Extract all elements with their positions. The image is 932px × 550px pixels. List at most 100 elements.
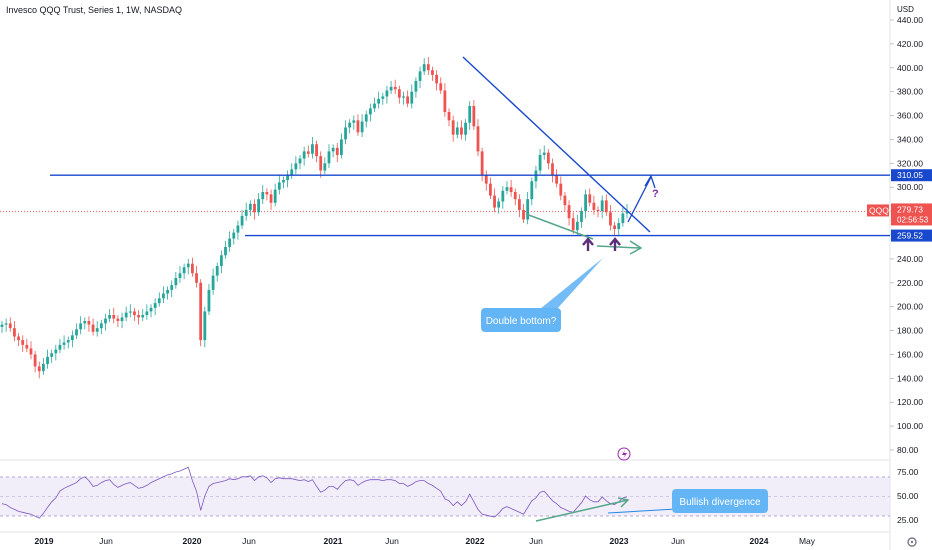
candle-body xyxy=(207,289,211,312)
candle-body xyxy=(472,106,476,127)
price-tick-label: 300.00 xyxy=(897,182,923,192)
candle-body xyxy=(145,311,149,316)
time-tick-label: 2021 xyxy=(324,536,343,546)
candle-body xyxy=(509,187,513,192)
price-tick-label: 440.00 xyxy=(897,15,923,25)
price-tick-label: 160.00 xyxy=(897,349,923,359)
breakout-arrow[interactable] xyxy=(627,176,652,223)
candle-body xyxy=(162,293,165,299)
candle-body xyxy=(87,321,91,325)
candle-body xyxy=(373,103,376,109)
price-tick-label: 400.00 xyxy=(897,63,923,73)
currency-label: USD xyxy=(897,5,914,14)
question-mark: ? xyxy=(652,188,659,200)
candle-body xyxy=(617,223,621,230)
candle-body xyxy=(389,86,393,91)
candle-body xyxy=(609,212,612,226)
candle-body xyxy=(484,175,488,184)
candle-body xyxy=(294,163,298,170)
price-tick-label: 240.00 xyxy=(897,254,923,264)
candle-body xyxy=(37,366,41,372)
candle-body xyxy=(13,328,16,337)
price-tick-label: 380.00 xyxy=(897,87,923,97)
gear-icon[interactable] xyxy=(907,537,917,547)
current-price-label xyxy=(891,203,932,226)
callout-pointer xyxy=(540,258,603,310)
time-tick-label: Jun xyxy=(385,536,399,546)
price-low-trend-arrow[interactable] xyxy=(525,213,594,240)
candle-body xyxy=(211,275,215,290)
candle-body xyxy=(439,83,443,91)
candle-body xyxy=(513,192,517,200)
price-tick-label: 200.00 xyxy=(897,302,923,312)
candle-body xyxy=(480,151,484,176)
chart-title: Invesco QQQ Trust, Series 1, 1W, NASDAQ xyxy=(6,5,183,15)
candle-body xyxy=(257,199,261,213)
candle-body xyxy=(108,315,112,319)
time-tick-label: Jun xyxy=(242,536,256,546)
price-tick-label: 420.00 xyxy=(897,39,923,49)
time-tick-label: 2019 xyxy=(35,536,54,546)
price-label-259 xyxy=(891,229,932,242)
candle-body xyxy=(236,225,240,233)
candle-body xyxy=(66,340,70,343)
candle-body xyxy=(567,205,571,219)
candle-body xyxy=(157,298,161,304)
candle-body xyxy=(261,192,265,200)
time-tick-label: 2020 xyxy=(183,536,202,546)
candle-body xyxy=(546,152,550,164)
descending-trendline[interactable] xyxy=(462,56,651,233)
candle-body xyxy=(228,238,232,247)
price-label-310 xyxy=(891,169,932,182)
breakout-arrowhead xyxy=(644,174,656,189)
candle-body xyxy=(265,192,269,195)
candle-body xyxy=(625,211,629,214)
candle-body xyxy=(70,335,74,341)
candle-body xyxy=(83,321,87,324)
candle-body xyxy=(58,344,62,350)
double-bottom-callout[interactable] xyxy=(481,308,561,332)
candle-body xyxy=(33,354,37,367)
candle-body xyxy=(17,336,20,341)
candle-body xyxy=(302,151,306,159)
time-tick-label: Jun xyxy=(99,536,113,546)
candle-body xyxy=(182,267,186,274)
rsi-divergence-arrow[interactable] xyxy=(535,499,629,522)
candle-body xyxy=(8,323,12,329)
candle-body xyxy=(54,349,58,354)
candle-body xyxy=(621,213,625,224)
symbol-badge xyxy=(867,204,889,217)
candle-body xyxy=(174,278,178,286)
lightning-glyph xyxy=(622,450,627,459)
price-tick-label: 360.00 xyxy=(897,111,923,121)
candle-body xyxy=(497,201,501,208)
candle-body xyxy=(443,90,447,112)
candle-body xyxy=(273,189,277,203)
candle-body xyxy=(240,215,244,226)
price-tick-label: 80.00 xyxy=(897,445,919,455)
price-right-arrow[interactable] xyxy=(596,245,641,249)
bullish-divergence-callout[interactable] xyxy=(672,489,768,513)
candle-body xyxy=(348,122,352,128)
candle-body xyxy=(306,151,310,154)
candle-body xyxy=(352,120,356,123)
time-tick-label: 2022 xyxy=(466,536,485,546)
candle-body xyxy=(613,225,616,230)
candle-body xyxy=(79,323,83,330)
candle-body xyxy=(530,181,534,200)
time-tick-label: May xyxy=(799,536,816,546)
candle-body xyxy=(447,111,451,121)
candle-body xyxy=(269,194,273,203)
candle-body xyxy=(298,158,302,164)
candle-body xyxy=(253,203,256,213)
candle-body xyxy=(95,328,99,332)
candle-body xyxy=(286,175,289,181)
candle-body xyxy=(224,246,227,256)
candle-body xyxy=(451,120,455,135)
candle-body xyxy=(232,232,236,239)
candle-body xyxy=(385,90,389,97)
candle-body xyxy=(489,183,492,196)
candle-body xyxy=(21,340,25,345)
price-label-259-text: 259.52 xyxy=(897,231,923,241)
